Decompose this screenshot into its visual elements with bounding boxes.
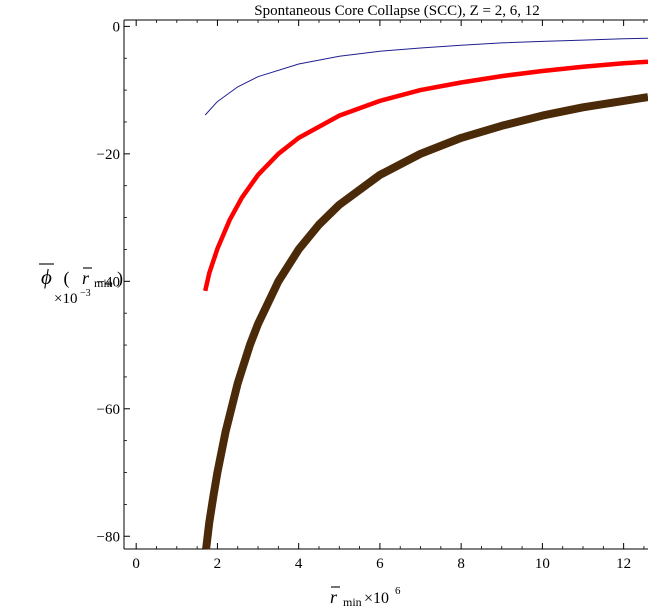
axis-ticks: 0 2 4 6 8 10 12 0 −20 −40 −60 −80	[97, 19, 645, 572]
x-label-exponent: 6	[395, 585, 401, 597]
y-label-close: )	[117, 268, 123, 289]
y-scale-exponent: −3	[80, 288, 91, 299]
x-tick-label: 4	[295, 556, 303, 572]
y-label-open: (	[59, 268, 70, 289]
chart-title: Spontaneous Core Collapse (SCC), Z = 2, …	[254, 3, 540, 19]
x-tick-label: 12	[616, 556, 631, 572]
x-tick-label: 2	[214, 556, 222, 572]
series-line-2	[203, 59, 648, 292]
plot-frame	[123, 19, 648, 550]
y-tick-label: −80	[97, 529, 120, 545]
x-tick-label: 10	[535, 556, 550, 572]
x-label-suffix: ×10	[364, 590, 389, 607]
y-label-subscript: min	[94, 276, 113, 290]
x-tick-label: 8	[457, 556, 465, 572]
y-tick-label: −20	[97, 147, 120, 163]
y-tick-label: 0	[113, 19, 121, 35]
y-label-inner-symbol: r	[82, 268, 90, 288]
series-lines	[202, 37, 648, 550]
x-label-symbol: r	[330, 587, 338, 607]
series-line-1	[204, 37, 648, 116]
y-axis-label: ϕ ( r min ) ×10 −3	[39, 263, 123, 307]
y-tick-label: −40	[97, 274, 120, 290]
y-label-symbol: ϕ	[41, 265, 52, 289]
x-label-subscript: min	[343, 595, 362, 609]
y-scale-prefix: ×10	[54, 291, 77, 307]
series-line-3	[202, 93, 648, 550]
x-axis-label: r min ×10 6	[330, 585, 401, 609]
y-tick-label: −60	[97, 402, 120, 418]
x-tick-label: 6	[376, 556, 384, 572]
x-tick-label: 0	[132, 556, 140, 572]
